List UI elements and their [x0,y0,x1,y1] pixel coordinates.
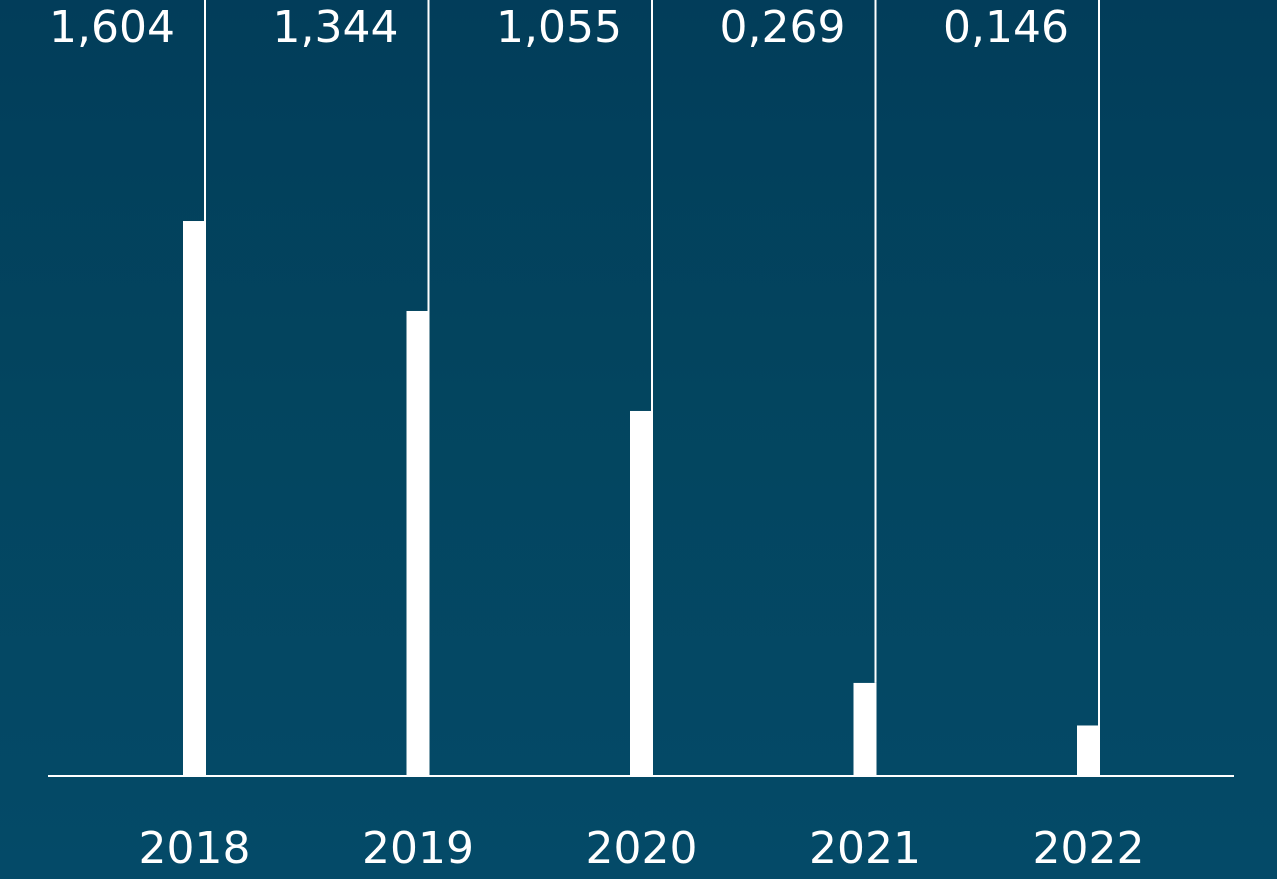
tick-label-2020: 2020 [586,823,698,874]
value-label-2022: 0,146 [943,2,1069,53]
bar-2021 [853,682,877,776]
bars-layer [183,0,1100,777]
bar-2020 [630,410,653,776]
tick-label-2022: 2022 [1033,823,1145,874]
labels-layer: 1,604 2018 1,344 2019 1,055 2020 0,269 2021 0,14… [49,2,1144,874]
tick-label-2021: 2021 [809,823,921,874]
bar-2019 [406,310,430,776]
value-label-2021: 0,269 [720,2,846,53]
bar-2018 [183,221,206,777]
value-label-2020: 1,055 [496,2,622,53]
bar-2022 [1077,725,1100,776]
tick-label-2018: 2018 [139,823,251,874]
tick-label-2019: 2019 [362,823,474,874]
value-label-2019: 1,344 [273,2,399,53]
value-label-2018: 1,604 [49,2,175,53]
